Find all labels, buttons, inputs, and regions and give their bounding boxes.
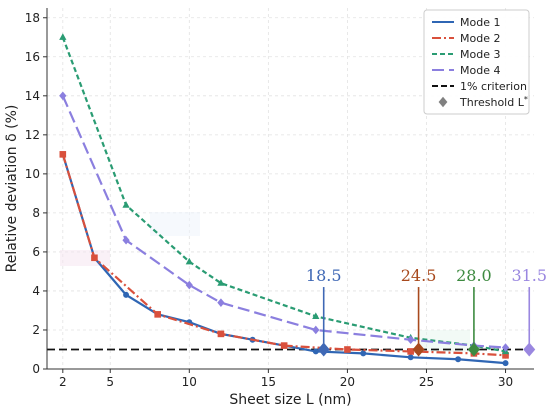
threshold-marker: [412, 342, 425, 357]
y-tick-label: 4: [32, 284, 40, 298]
series-3-point: [122, 201, 130, 208]
threshold-label: 24.5: [401, 266, 437, 285]
series-3-point: [312, 312, 320, 319]
x-axis-label: Sheet size L (nm): [229, 392, 351, 408]
y-axis-label: Relative deviation δ (%): [4, 105, 20, 273]
y-tick-label: 2: [32, 323, 40, 337]
legend-label: Mode 1: [460, 16, 500, 29]
series-layer: [47, 33, 534, 367]
threshold-label: 28.0: [456, 266, 492, 285]
series-1-point: [502, 360, 509, 367]
series-1-point: [455, 356, 462, 363]
series-4-point: [407, 335, 415, 345]
x-tick-label: 2: [59, 375, 67, 389]
series-4-point: [217, 298, 225, 307]
series-1-point: [360, 350, 367, 357]
legend-label: Mode 2: [460, 32, 500, 45]
series-3-point: [185, 257, 193, 265]
y-tick-label: 8: [32, 206, 40, 220]
series-2-point: [217, 330, 225, 338]
y-tick-label: 10: [25, 167, 40, 181]
series-4-point: [185, 280, 193, 290]
series-1-point: [123, 291, 130, 298]
legend: Mode 1 Mode 2 Mode 3 Mode 4 1% criterion Thre…: [423, 9, 530, 115]
legend-label: 1% criterion: [460, 80, 527, 93]
series-2-point: [407, 348, 414, 355]
threshold-label: 18.5: [306, 266, 342, 285]
threshold-label: 31.5: [511, 266, 547, 285]
y-tick-label: 12: [25, 128, 40, 142]
y-tick-label: 6: [32, 245, 40, 259]
y-tick-label: 14: [25, 89, 40, 103]
series-3-point: [59, 33, 67, 40]
legend-label: Mode 4: [460, 64, 500, 77]
series-4-point: [122, 235, 130, 245]
legend-label-star: *: [524, 95, 528, 104]
legend-swatch: [438, 96, 448, 108]
threshold-annotations: 18.5 24.5 28.0 31.5: [306, 266, 547, 357]
x-tick-label: 5: [106, 375, 114, 389]
y-tick-label: 18: [25, 11, 40, 25]
y-tick-label: 16: [25, 50, 40, 64]
legend-label: Mode 3: [460, 48, 500, 61]
y-tick-label: 0: [32, 362, 40, 376]
series-1-point: [312, 348, 319, 355]
x-tick-label: 20: [340, 375, 355, 389]
highlight-band: [150, 212, 200, 236]
threshold-marker: [523, 342, 536, 357]
series-line-2: [61, 154, 506, 357]
x-tick-label: 10: [182, 375, 197, 389]
x-tick-label: 25: [419, 375, 434, 389]
series-3-point: [217, 279, 225, 286]
series-2-point: [344, 346, 351, 353]
highlight-band: [420, 330, 470, 352]
series-4-point: [312, 325, 320, 335]
series-2-point: [154, 311, 161, 318]
threshold-marker: [467, 342, 480, 357]
x-tick-label: 15: [261, 375, 276, 389]
highlight-band: [60, 250, 110, 266]
series-4-point: [501, 343, 510, 352]
legend-box: [423, 9, 530, 115]
legend-label: Threshold L*: [459, 95, 528, 109]
series-2-point: [280, 342, 288, 349]
threshold-marker: [317, 342, 330, 357]
series-2-point: [59, 151, 67, 158]
series-1-point: [407, 354, 414, 361]
series-2-point: [502, 352, 509, 359]
x-tick-label: 30: [498, 375, 513, 389]
series-line-4: [61, 95, 506, 349]
series-4-point: [59, 91, 67, 101]
series-2-point: [91, 254, 98, 262]
